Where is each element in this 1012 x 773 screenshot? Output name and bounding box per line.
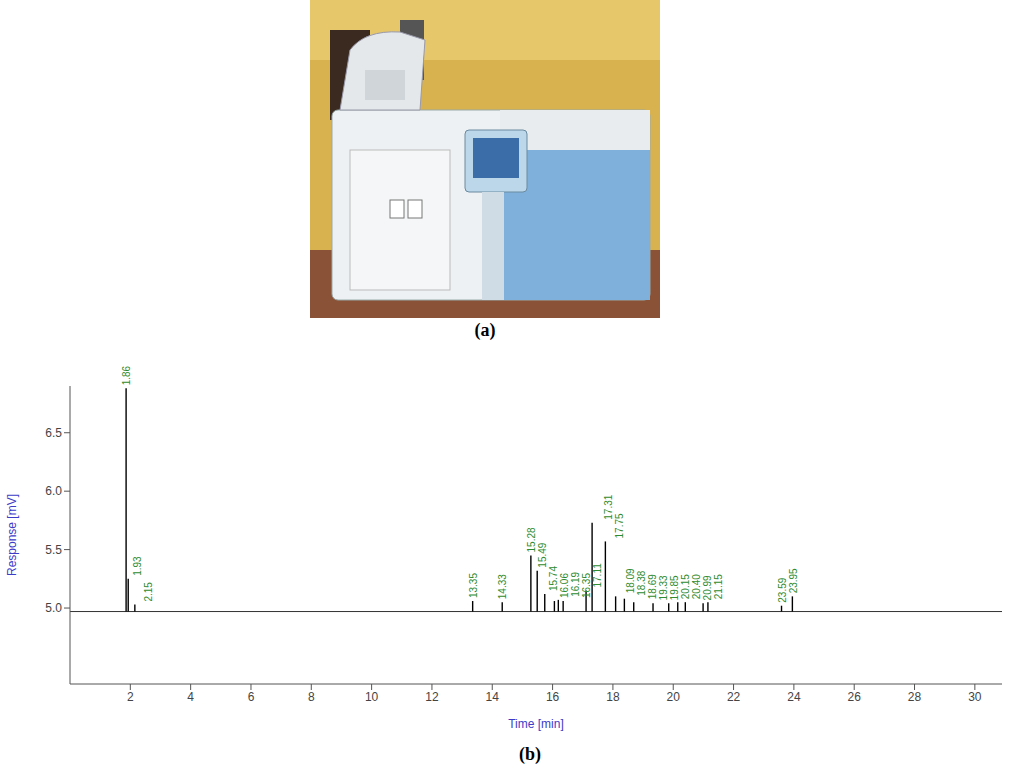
html-text:(a): (a) xyxy=(474,320,496,340)
svg-text:20.40: 20.40 xyxy=(691,574,702,599)
svg-text:16.06: 16.06 xyxy=(559,573,570,598)
svg-text:18.69: 18.69 xyxy=(647,574,658,599)
svg-text:20.99: 20.99 xyxy=(702,575,713,600)
svg-text:5.5: 5.5 xyxy=(45,543,62,557)
svg-text:18.09: 18.09 xyxy=(625,568,636,593)
svg-text:6.5: 6.5 xyxy=(45,426,62,440)
svg-text:14.33: 14.33 xyxy=(497,574,508,599)
svg-text:Time [min]: Time [min] xyxy=(508,717,564,731)
svg-text:18: 18 xyxy=(606,690,620,704)
svg-text:1.86: 1.86 xyxy=(121,365,132,385)
svg-text:20.15: 20.15 xyxy=(680,574,691,599)
svg-text:16.19: 16.19 xyxy=(570,571,581,596)
svg-text:16.35: 16.35 xyxy=(581,573,592,598)
svg-text:17.31: 17.31 xyxy=(603,494,614,519)
svg-text:14: 14 xyxy=(486,690,500,704)
svg-text:20: 20 xyxy=(667,690,681,704)
svg-text:30: 30 xyxy=(968,690,982,704)
svg-text:17.75: 17.75 xyxy=(614,513,625,538)
svg-text:2.15: 2.15 xyxy=(143,582,154,602)
svg-text:19.33: 19.33 xyxy=(658,575,669,600)
svg-text:12: 12 xyxy=(425,690,439,704)
svg-text:8: 8 xyxy=(308,690,315,704)
html-text:(b): (b) xyxy=(519,744,541,764)
svg-text:Response [mV]: Response [mV] xyxy=(5,494,19,576)
svg-text:16: 16 xyxy=(546,690,560,704)
svg-text:26: 26 xyxy=(848,690,862,704)
svg-text:15.28: 15.28 xyxy=(526,527,537,552)
svg-text:19.85: 19.85 xyxy=(669,575,680,600)
svg-text:17.11: 17.11 xyxy=(592,563,603,588)
svg-text:13.35: 13.35 xyxy=(468,573,479,598)
svg-text:1.93: 1.93 xyxy=(132,556,143,576)
svg-text:21.15: 21.15 xyxy=(713,574,724,599)
svg-text:15.74: 15.74 xyxy=(548,566,559,591)
svg-text:22: 22 xyxy=(727,690,741,704)
svg-text:10: 10 xyxy=(365,690,379,704)
svg-text:15.49: 15.49 xyxy=(537,542,548,567)
svg-text:23.59: 23.59 xyxy=(777,577,788,602)
svg-text:5.0: 5.0 xyxy=(45,601,62,615)
svg-text:2: 2 xyxy=(127,690,134,704)
svg-text:4: 4 xyxy=(187,690,194,704)
svg-text:23.95: 23.95 xyxy=(788,568,799,593)
svg-text:6.0: 6.0 xyxy=(45,484,62,498)
svg-text:18.38: 18.38 xyxy=(636,570,647,595)
svg-text:28: 28 xyxy=(908,690,922,704)
svg-text:6: 6 xyxy=(248,690,255,704)
svg-text:24: 24 xyxy=(787,690,801,704)
